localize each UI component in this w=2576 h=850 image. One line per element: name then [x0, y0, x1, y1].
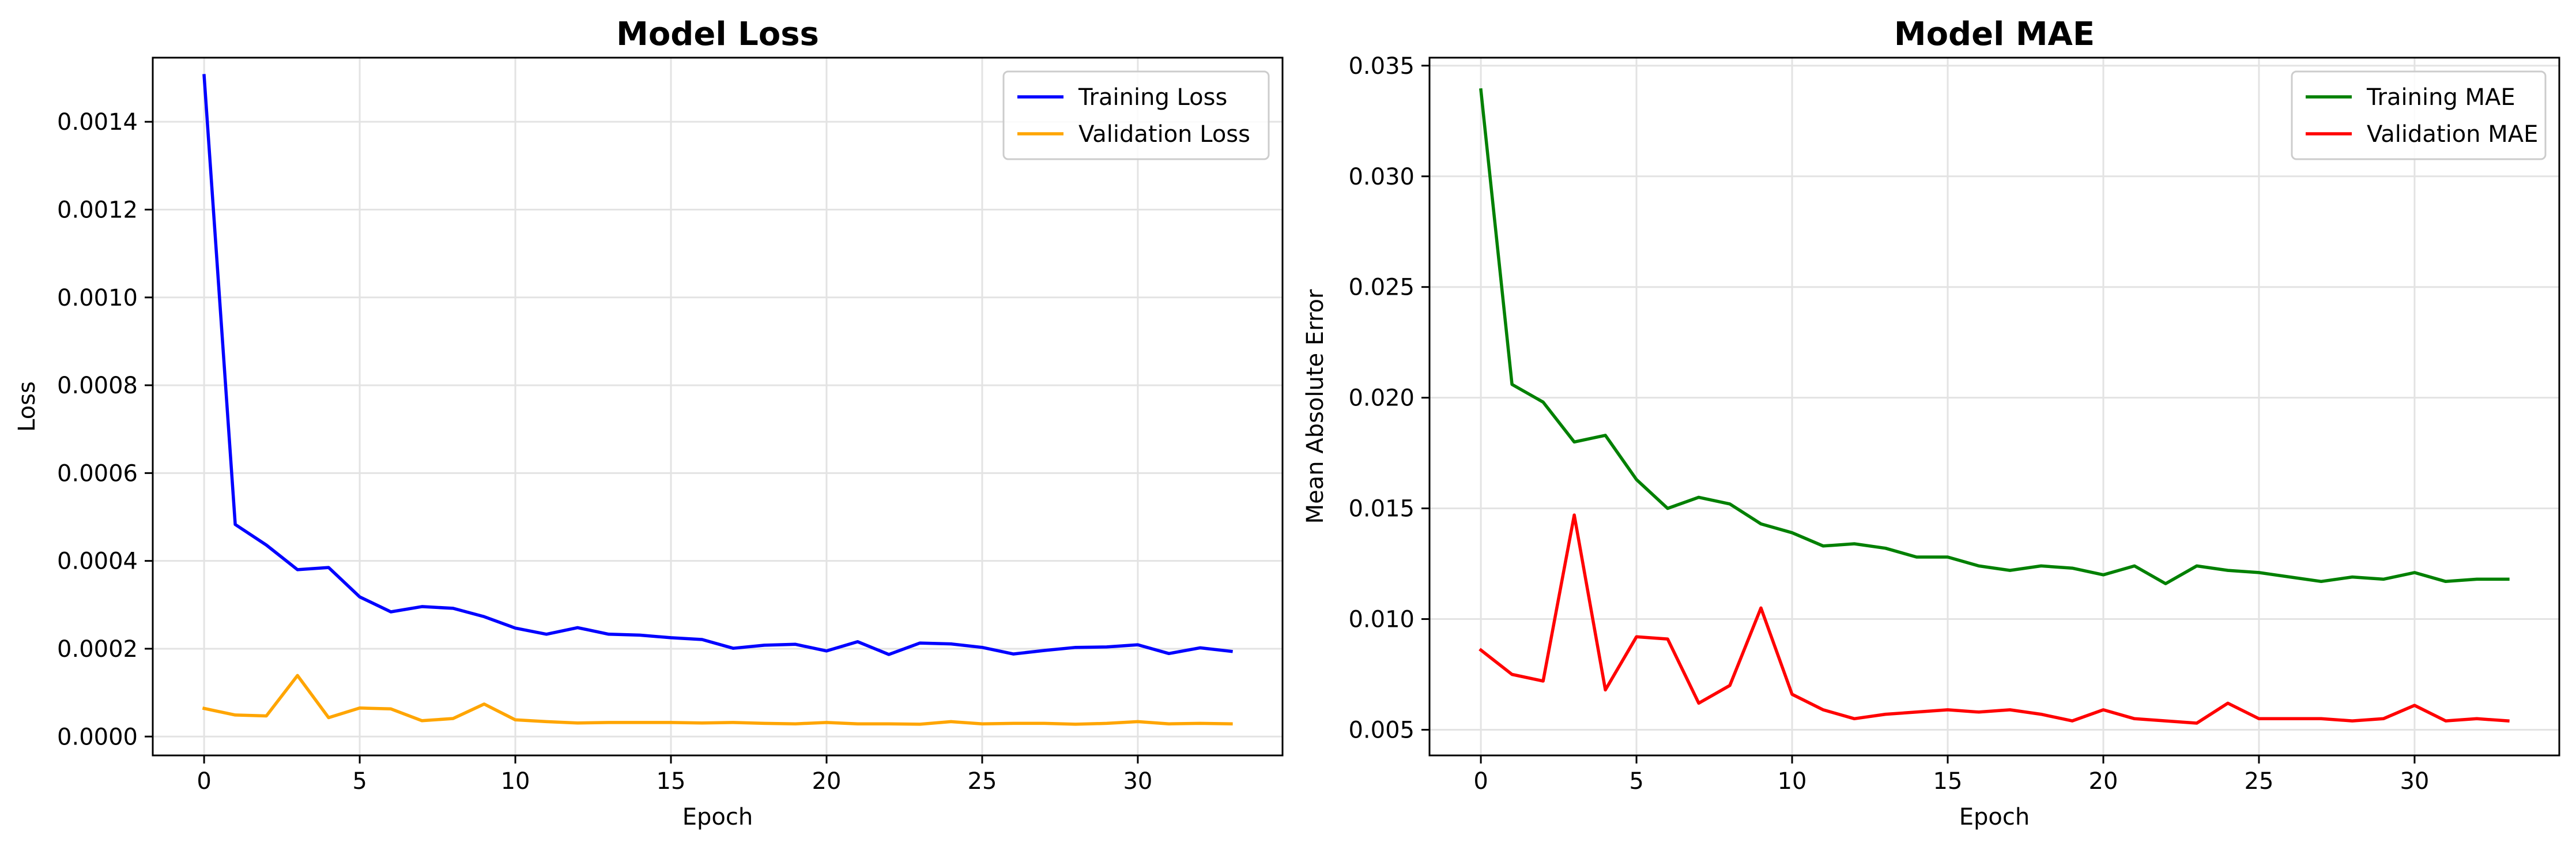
- plot-frame: [152, 57, 1284, 757]
- y-tick-label: 0.030: [1348, 164, 1415, 190]
- legend-label: Training Loss: [1078, 84, 1227, 111]
- x-tick-label: 10: [1778, 768, 1807, 795]
- y-axis-label: Mean Absolute Error: [1302, 289, 1329, 524]
- chart-title: Model MAE: [1894, 16, 2095, 53]
- y-tick-label: 0.010: [1348, 607, 1415, 633]
- x-tick-label: 5: [1629, 768, 1643, 795]
- x-tick-label: 20: [812, 768, 842, 795]
- x-tick-label: 30: [1123, 768, 1152, 795]
- x-tick-label: 30: [2400, 768, 2429, 795]
- x-axis-label: Epoch: [1959, 804, 2030, 830]
- legend-label: Validation MAE: [2367, 121, 2538, 148]
- x-tick-label: 25: [968, 768, 997, 795]
- series-line-training-mae: [1479, 88, 2510, 585]
- y-tick-label: 0.020: [1348, 385, 1415, 412]
- chart-loss: 0 5 10 15 20 25 30 0.0000 0.0002 0.0004 0.0006 0.00…: [14, 16, 1284, 830]
- legend: Training Loss Validation Loss: [1002, 70, 1270, 160]
- x-tick-label: 5: [352, 768, 367, 795]
- y-tick-label: 0.0010: [57, 285, 138, 311]
- y-tick-label: 0.035: [1348, 53, 1415, 80]
- series-line-training-loss: [202, 74, 1233, 656]
- series-line-validation-loss: [202, 674, 1233, 726]
- x-tick-label: 15: [657, 768, 686, 795]
- y-tick-label: 0.0014: [57, 109, 138, 136]
- y-tick-label: 0.025: [1348, 274, 1415, 301]
- y-tick-label: 0.0000: [57, 724, 138, 750]
- x-axis-label: Epoch: [682, 804, 753, 830]
- x-tick-label: 0: [197, 768, 211, 795]
- y-tick-label: 0.015: [1348, 496, 1415, 522]
- x-tick-label: 0: [1473, 768, 1488, 795]
- plot-frame: [1428, 57, 2560, 757]
- y-tick-label: 0.0006: [57, 460, 138, 487]
- x-tick-label: 20: [2089, 768, 2118, 795]
- y-axis-label: Loss: [14, 381, 40, 432]
- y-tick-label: 0.0004: [57, 548, 138, 575]
- x-tick-label: 25: [2245, 768, 2274, 795]
- y-tick-label: 0.0008: [57, 373, 138, 399]
- chart-title: Model Loss: [616, 16, 819, 53]
- x-tick-label: 10: [501, 768, 530, 795]
- legend-label: Training MAE: [2366, 84, 2515, 111]
- legend-label: Validation Loss: [1078, 121, 1250, 148]
- legend: Training MAE Validation MAE: [2291, 70, 2547, 160]
- y-tick-label: 0.005: [1348, 717, 1415, 743]
- legend-box: [1002, 70, 1270, 160]
- legend-box: [2291, 70, 2547, 160]
- x-tick-label: 15: [1933, 768, 1963, 795]
- y-tick-label: 0.0002: [57, 636, 138, 663]
- series-line-validation-mae: [1479, 513, 2510, 725]
- chart-mae: 0 5 10 15 20 25 30 0.005 0.010 0.015 0.020 0.025 0.0…: [1302, 16, 2560, 830]
- y-tick-label: 0.0012: [57, 197, 138, 223]
